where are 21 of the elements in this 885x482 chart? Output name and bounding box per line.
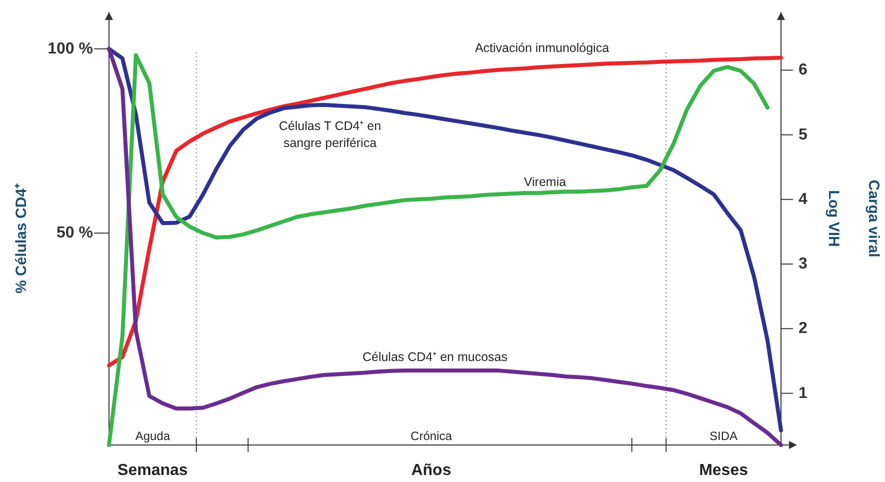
series-label: Células CD4⁺ en mucosas — [362, 350, 508, 364]
series-label: Viremia — [524, 175, 566, 189]
y-tick-label: 100 % — [48, 40, 93, 58]
series-label: Células T CD4⁺ en sangre periférica — [278, 119, 382, 150]
text: Meses — [699, 462, 748, 479]
line-series — [107, 56, 783, 368]
y2-tick-label: 3 — [798, 256, 808, 273]
text: Carga viral Log VIH — [825, 180, 882, 258]
y2-tick-label: 5 — [798, 126, 808, 144]
y2-tick-label: 4 — [798, 190, 808, 208]
y2-tick-label: 6 — [798, 62, 808, 79]
annotation: Aguda — [135, 429, 170, 443]
y-axis-title: % Células CD4⁺ — [13, 183, 30, 294]
y-tick-label: 50 % — [56, 224, 93, 242]
y2-tick-label: 2 — [798, 320, 808, 338]
annotation: SIDA — [710, 429, 738, 443]
text: Semanas — [118, 462, 188, 479]
text: Años — [411, 462, 452, 479]
annotation: Crónica — [410, 429, 452, 443]
series-label: Activación inmunológica — [474, 41, 610, 55]
y2-tick-label: 1 — [798, 384, 808, 402]
